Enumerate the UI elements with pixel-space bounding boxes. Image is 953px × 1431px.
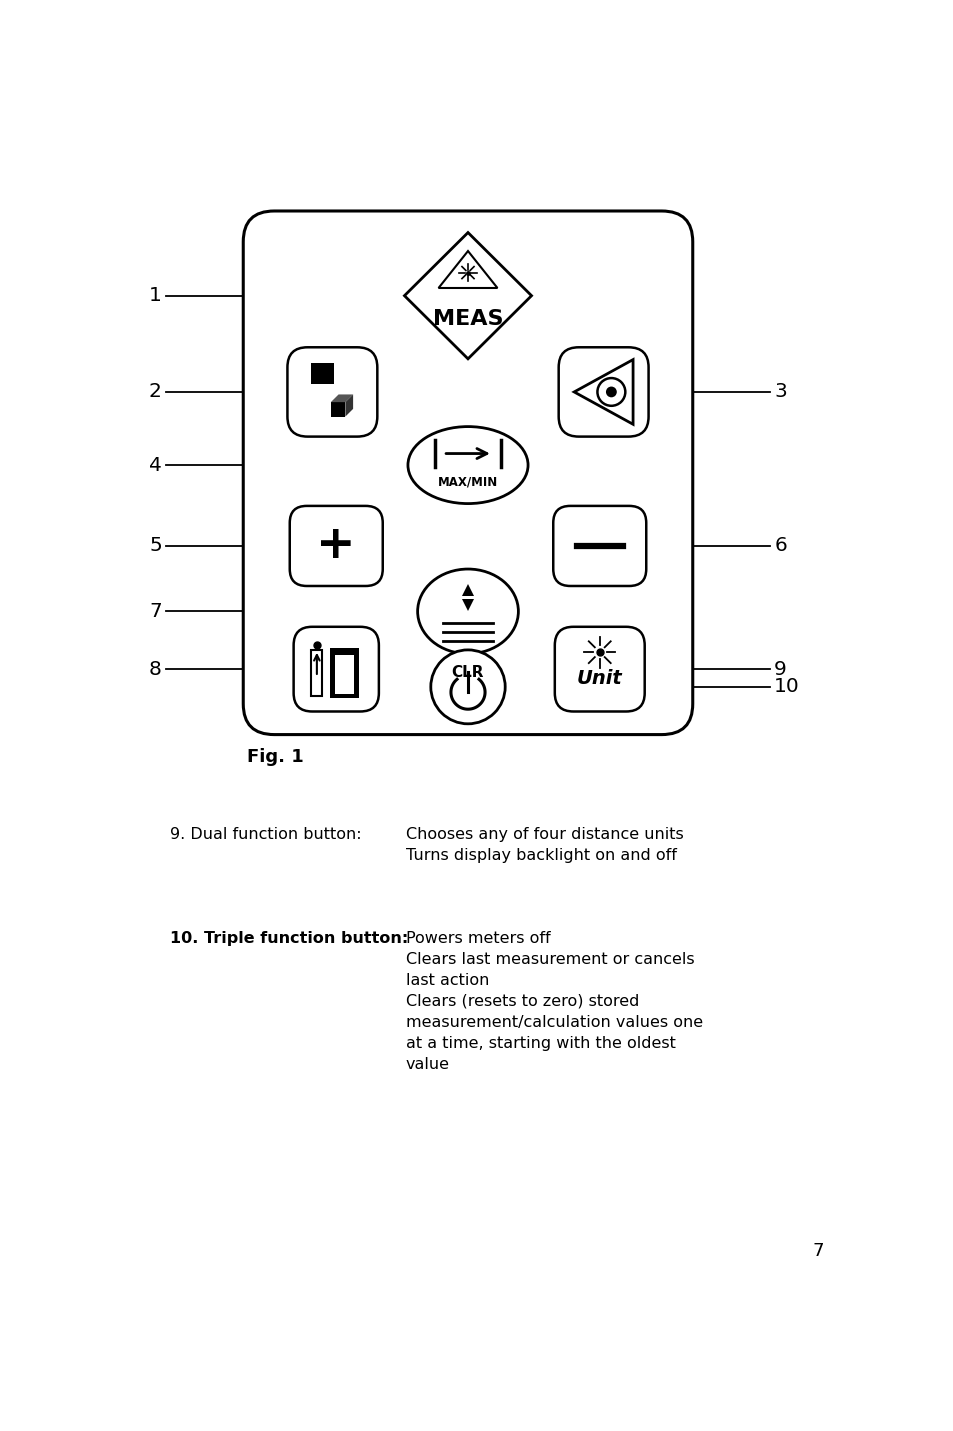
FancyBboxPatch shape — [294, 627, 378, 711]
Text: 4: 4 — [149, 455, 162, 475]
Text: 10. Triple function button:: 10. Triple function button: — [170, 932, 408, 946]
Text: 10: 10 — [773, 677, 799, 697]
Text: 2: 2 — [149, 382, 162, 402]
FancyBboxPatch shape — [287, 348, 377, 436]
Text: Powers meters off
Clears last measurement or cancels
last action
Clears (resets : Powers meters off Clears last measuremen… — [406, 932, 702, 1072]
FancyBboxPatch shape — [553, 507, 645, 585]
Text: 3: 3 — [773, 382, 786, 402]
FancyBboxPatch shape — [243, 210, 692, 734]
Bar — [311, 650, 322, 695]
Text: Unit: Unit — [577, 668, 622, 688]
Text: Fig. 1: Fig. 1 — [247, 748, 304, 767]
Text: 5: 5 — [149, 537, 162, 555]
FancyBboxPatch shape — [555, 627, 644, 711]
Text: 7: 7 — [149, 602, 162, 621]
Polygon shape — [574, 359, 633, 424]
Circle shape — [605, 386, 617, 398]
Polygon shape — [331, 395, 353, 402]
Circle shape — [597, 378, 624, 406]
Circle shape — [431, 650, 505, 724]
Text: 1: 1 — [149, 286, 162, 305]
Text: 7: 7 — [812, 1242, 823, 1259]
Bar — [335, 655, 354, 694]
Polygon shape — [331, 402, 345, 416]
FancyBboxPatch shape — [558, 348, 648, 436]
Text: Chooses any of four distance units
Turns display backlight on and off: Chooses any of four distance units Turns… — [406, 827, 683, 863]
Ellipse shape — [417, 570, 517, 654]
FancyBboxPatch shape — [290, 507, 382, 585]
Bar — [311, 362, 334, 385]
Text: 6: 6 — [773, 537, 786, 555]
Text: 9. Dual function button:: 9. Dual function button: — [170, 827, 361, 841]
Bar — [330, 648, 359, 698]
Text: 8: 8 — [149, 660, 162, 678]
Text: 9: 9 — [773, 660, 786, 678]
Text: MAX/MIN: MAX/MIN — [437, 475, 497, 488]
Text: CLR: CLR — [452, 665, 484, 681]
Text: +: + — [316, 524, 355, 568]
Polygon shape — [438, 250, 497, 288]
Polygon shape — [345, 395, 353, 416]
Ellipse shape — [408, 426, 528, 504]
Text: MEAS: MEAS — [433, 309, 503, 329]
Polygon shape — [404, 233, 531, 359]
